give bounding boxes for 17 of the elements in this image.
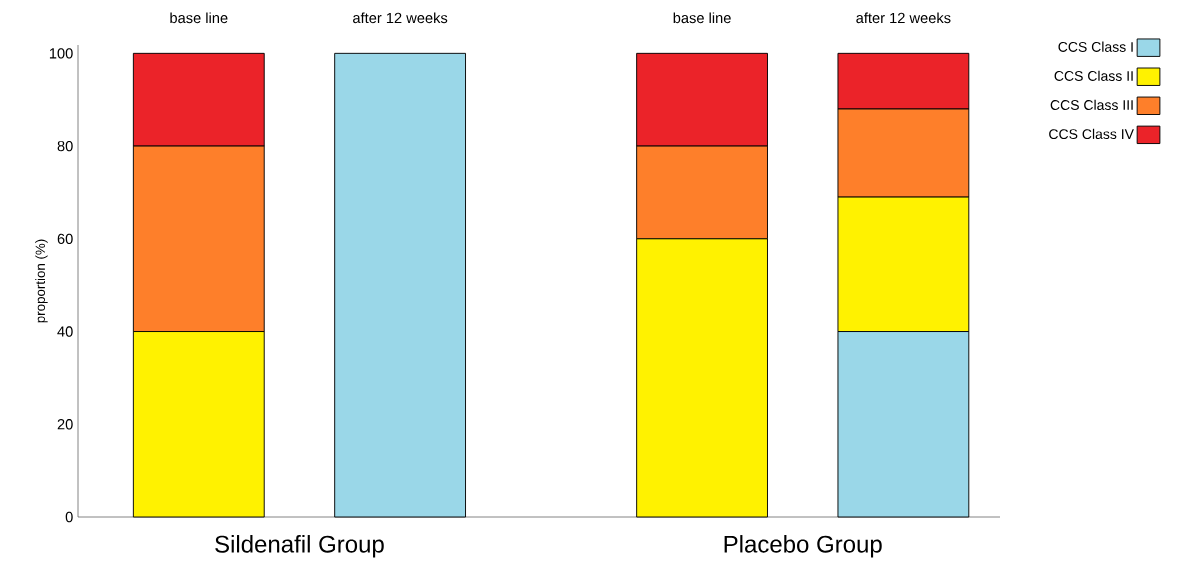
y-tick-label: 20 [57,419,73,430]
y-tick-label: 80 [57,140,73,152]
y-tick-label: 100 [49,48,73,59]
x-tick-label: after 12 weeks [856,12,951,24]
text: Placebo Group [724,535,882,558]
y-axis-title: proportion (%) [35,239,48,323]
legend-label: CCS Class I [1058,41,1133,52]
x-tick-label: base line [673,12,731,24]
text: Sildenafil Group [215,535,384,558]
legend-label: CCS Class III [1050,99,1133,110]
x-tick-label: after 12 weeks [353,12,448,24]
x-tick-label: base line [170,12,228,24]
y-tick-label: 60 [57,233,73,244]
legend-label: CCS Class IV [1049,128,1134,140]
y-tick-label: 0 [65,511,73,523]
y-tick-label: 40 [57,326,73,337]
legend-label: CCS Class II [1054,70,1133,81]
